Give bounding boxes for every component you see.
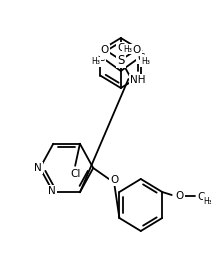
Text: Cl: Cl <box>70 169 80 179</box>
Text: N: N <box>49 186 56 196</box>
Text: H₃: H₃ <box>123 44 132 54</box>
Text: O: O <box>175 191 184 201</box>
Text: C: C <box>97 53 104 63</box>
Text: C: C <box>137 53 145 63</box>
Text: S: S <box>117 54 124 67</box>
Text: N: N <box>34 163 42 173</box>
Text: O: O <box>110 175 118 185</box>
Text: H₃: H₃ <box>92 57 100 67</box>
Text: H₃: H₃ <box>203 197 211 205</box>
Text: O: O <box>100 45 109 55</box>
Text: NH: NH <box>130 75 146 85</box>
Text: C: C <box>197 192 205 202</box>
Text: H₃: H₃ <box>141 57 150 67</box>
Text: C: C <box>117 43 124 53</box>
Text: O: O <box>133 45 141 55</box>
